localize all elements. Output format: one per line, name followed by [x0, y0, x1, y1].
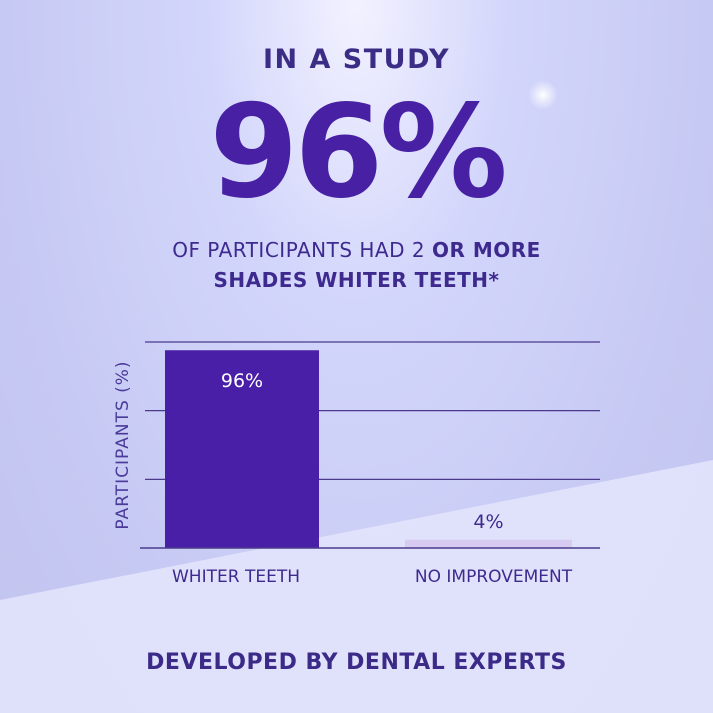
subtitle-line-1: OF PARTICIPANTS HAD 2 OR MORE: [0, 238, 713, 262]
subtitle-regular: OF PARTICIPANTS HAD 2: [172, 238, 426, 262]
category-label: NO IMPROVEMENT: [415, 567, 573, 587]
sparkle-icon: [528, 80, 558, 110]
y-axis-label: PARTICIPANTS (%): [113, 360, 133, 529]
headline-stat: 96%: [209, 78, 507, 227]
data-label: 96%: [221, 370, 263, 392]
kicker-text: IN A STUDY: [262, 44, 451, 75]
subtitle-bold: OR MORE: [431, 238, 541, 262]
subtitle-line-2: SHADES WHITER TEETH*: [213, 268, 500, 292]
footer-text: DEVELOPED BY DENTAL EXPERTS: [146, 650, 567, 675]
bar-no-improvement: [405, 539, 572, 548]
data-label: 4%: [473, 511, 503, 533]
category-label: WHITER TEETH: [172, 567, 300, 587]
bar-whiter-teeth: [165, 350, 319, 548]
